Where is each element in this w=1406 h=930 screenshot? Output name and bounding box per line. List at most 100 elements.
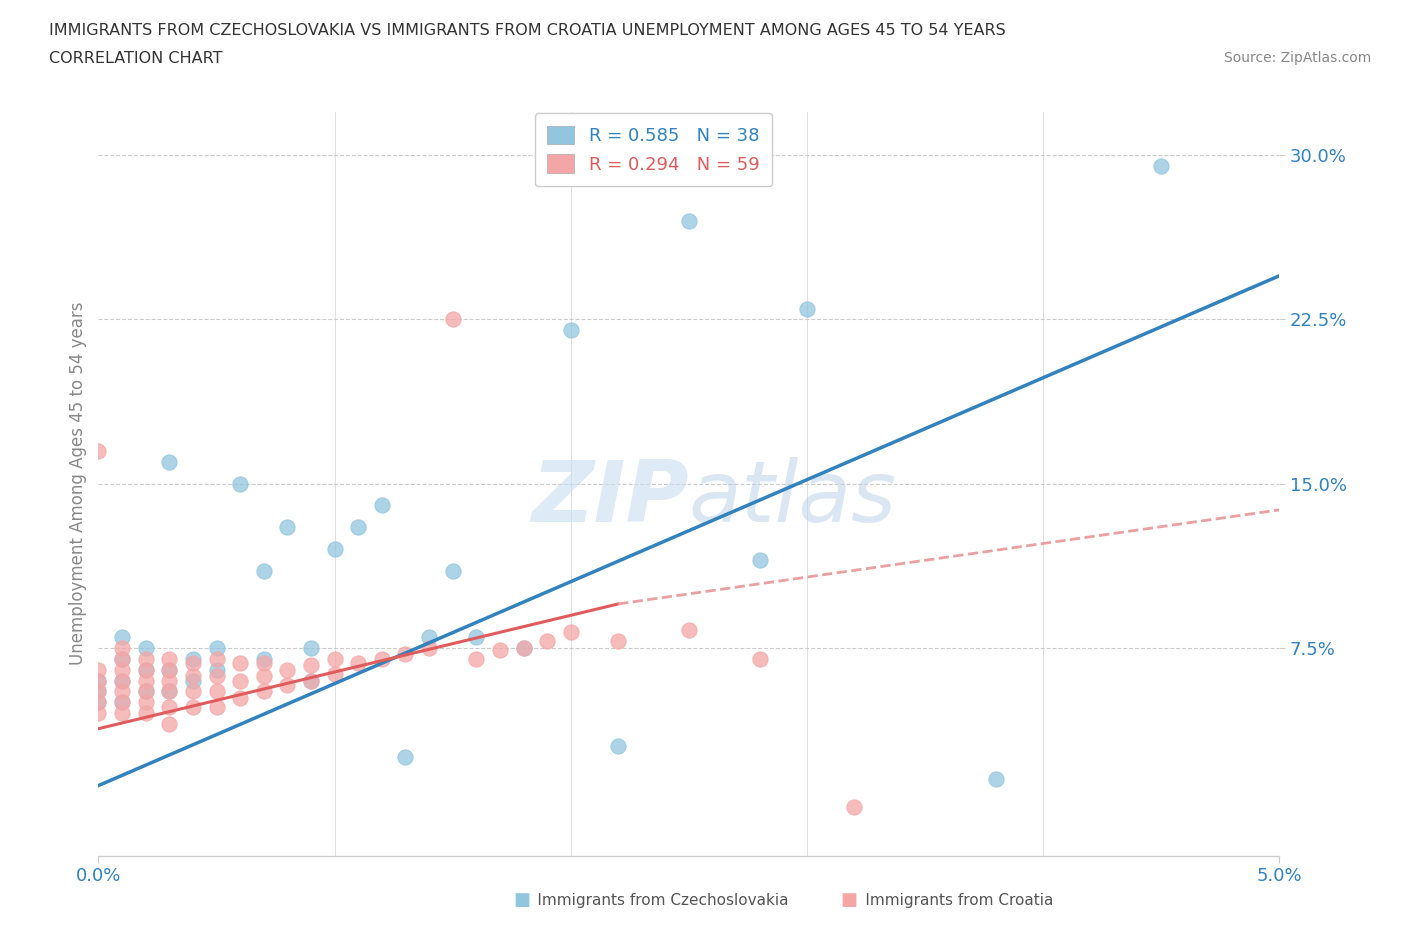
Point (489, 643, 512, 658)
Point (205, 699, 228, 714)
Text: Immigrants from Czechoslovakia: Immigrants from Czechoslovakia (513, 893, 789, 908)
Point (418, 630, 440, 644)
Point (111, 684, 134, 699)
Point (135, 662, 157, 677)
Point (111, 695, 134, 710)
Point (465, 630, 488, 644)
Point (135, 684, 157, 699)
Point (135, 684, 157, 699)
Point (536, 633, 558, 648)
Point (157, 651, 180, 666)
Text: ■: ■ (513, 891, 530, 910)
Point (394, 750, 416, 764)
Point (253, 656, 276, 671)
Point (87, 444, 110, 458)
Point (111, 630, 134, 644)
Point (229, 673, 252, 688)
Point (205, 640, 228, 655)
Point (276, 520, 298, 535)
Point (253, 684, 276, 699)
Y-axis label: Unemployment Among Ages 45 to 54 years: Unemployment Among Ages 45 to 54 years (69, 302, 87, 665)
Point (299, 673, 322, 688)
Point (87, 673, 110, 688)
Point (1150, 159, 1173, 174)
Point (796, 301, 818, 316)
Point (157, 699, 180, 714)
Point (748, 651, 770, 666)
Point (323, 667, 346, 682)
Point (87, 673, 110, 688)
Point (135, 695, 157, 710)
Point (323, 651, 346, 666)
Point (87, 684, 110, 699)
Point (111, 640, 134, 655)
Point (205, 669, 228, 684)
Point (299, 658, 322, 672)
Point (678, 623, 700, 638)
Point (441, 564, 464, 578)
Point (465, 651, 488, 666)
Text: ZIP: ZIP (531, 457, 689, 540)
Point (87, 695, 110, 710)
Point (87, 695, 110, 710)
Text: atlas: atlas (689, 457, 897, 540)
Point (441, 312, 464, 327)
Point (111, 673, 134, 688)
Point (135, 662, 157, 677)
Text: Immigrants from Croatia: Immigrants from Croatia (841, 893, 1053, 908)
Point (347, 520, 370, 535)
Point (844, 800, 866, 815)
Text: Source: ZipAtlas.com: Source: ZipAtlas.com (1223, 51, 1371, 65)
Point (253, 651, 276, 666)
Point (111, 706, 134, 721)
Point (253, 669, 276, 684)
Point (181, 669, 204, 684)
Point (323, 542, 346, 557)
Point (205, 684, 228, 699)
Point (157, 717, 180, 732)
Point (512, 640, 534, 655)
Point (111, 673, 134, 688)
Point (157, 684, 180, 699)
Point (371, 651, 394, 666)
Point (157, 684, 180, 699)
Point (111, 695, 134, 710)
Point (394, 647, 416, 662)
Point (87, 706, 110, 721)
Point (560, 323, 582, 338)
Point (205, 662, 228, 677)
Point (299, 640, 322, 655)
Point (181, 651, 204, 666)
Point (299, 673, 322, 688)
Point (157, 673, 180, 688)
Legend: R = 0.585   N = 38, R = 0.294   N = 59: R = 0.585 N = 38, R = 0.294 N = 59 (534, 113, 772, 186)
Point (229, 656, 252, 671)
Text: CORRELATION CHART: CORRELATION CHART (49, 51, 222, 66)
Point (181, 684, 204, 699)
Point (276, 662, 298, 677)
Point (607, 633, 630, 648)
Point (512, 640, 534, 655)
Point (984, 772, 1007, 787)
Point (135, 640, 157, 655)
Point (181, 673, 204, 688)
Point (347, 656, 370, 671)
Point (607, 738, 630, 753)
Point (276, 677, 298, 692)
Point (229, 476, 252, 491)
Point (418, 640, 440, 655)
Point (181, 656, 204, 671)
Point (748, 552, 770, 567)
Point (560, 625, 582, 640)
Point (371, 498, 394, 513)
Point (87, 684, 110, 699)
Text: ■: ■ (841, 891, 858, 910)
Point (229, 691, 252, 706)
Point (205, 651, 228, 666)
Point (157, 662, 180, 677)
Point (111, 651, 134, 666)
Point (111, 651, 134, 666)
Point (678, 214, 700, 229)
Point (135, 673, 157, 688)
Point (87, 662, 110, 677)
